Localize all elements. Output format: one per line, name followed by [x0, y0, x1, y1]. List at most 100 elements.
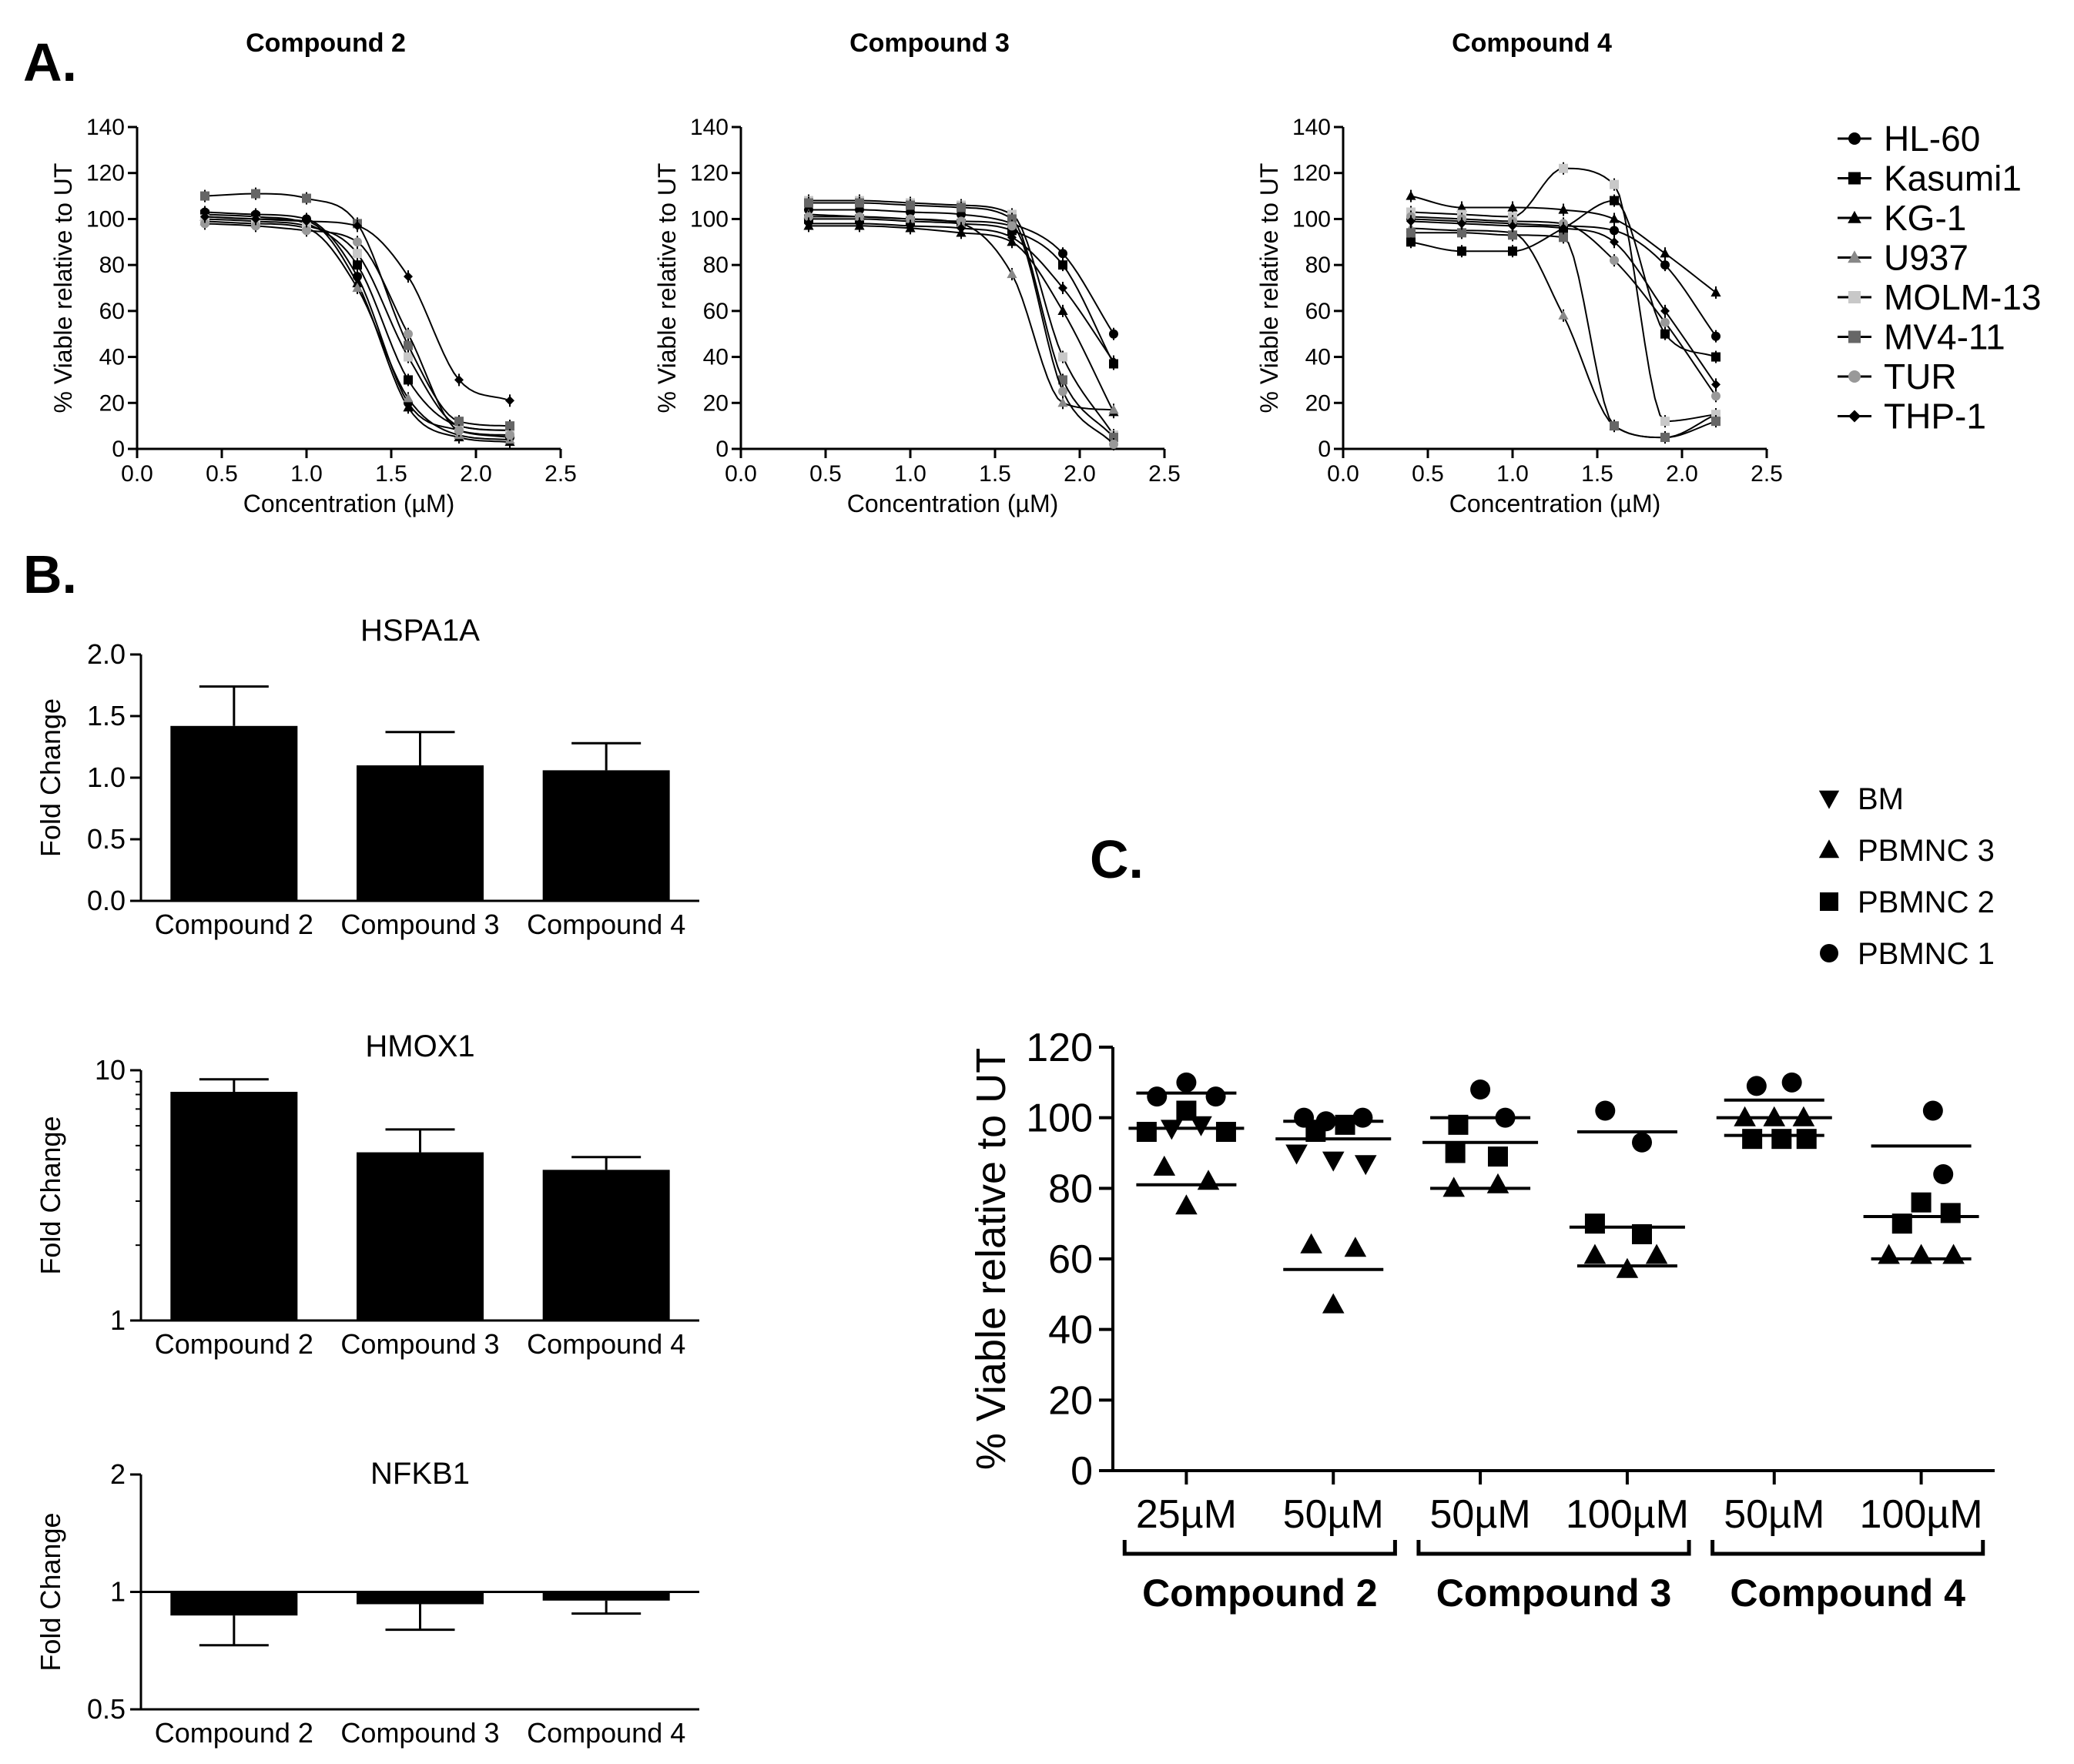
data-point-PBMNC-2 — [1796, 1129, 1817, 1150]
data-point — [1109, 433, 1118, 443]
data-point — [505, 430, 514, 440]
y-axis-label: Fold Change — [35, 1512, 66, 1671]
x-tick-label: 100µM — [1566, 1492, 1689, 1537]
data-point — [1007, 214, 1017, 224]
data-point-PBMNC-2 — [1136, 1122, 1157, 1142]
y-tick-label: 1.5 — [87, 700, 126, 731]
data-point — [855, 219, 864, 229]
data-point — [1660, 433, 1670, 443]
y-tick-label: 100 — [1292, 206, 1331, 232]
data-point — [1558, 204, 1569, 214]
y-tick-label: 0.5 — [87, 823, 126, 855]
data-point — [302, 216, 311, 226]
data-point — [1609, 213, 1620, 223]
y-tick-label: 40 — [1305, 345, 1331, 370]
data-point-PBMNC-2 — [1584, 1213, 1605, 1234]
data-point — [404, 375, 413, 385]
data-point — [1660, 317, 1670, 327]
y-tick-label: 1.0 — [87, 761, 126, 793]
data-point-PBMNC-2 — [1305, 1122, 1326, 1142]
data-point — [1660, 306, 1670, 316]
y-tick-label: 60 — [703, 299, 729, 324]
data-point-PBMNC-3 — [1942, 1244, 1965, 1264]
x-tick-label: Compound 4 — [527, 909, 685, 940]
x-tick-label: 0.5 — [1412, 461, 1444, 487]
legend-marker-MV4-11 — [1848, 330, 1861, 343]
bar-Compound 3 — [357, 1592, 484, 1605]
group-label: Compound 4 — [1730, 1572, 1965, 1615]
y-tick-label: 80 — [1048, 1167, 1093, 1211]
data-point-PBMNC-2 — [1335, 1114, 1355, 1135]
legend-label: U937 — [1884, 238, 1968, 278]
legend-marker-MOLM-13 — [1848, 291, 1861, 303]
y-tick-label: 0 — [1318, 437, 1331, 462]
legend-marker-BM — [1818, 790, 1840, 809]
y-axis-label: % Viable relative to UT — [653, 163, 681, 413]
data-point — [353, 221, 362, 231]
chart-title: HSPA1A — [360, 614, 480, 648]
scatter-chart-c: 0 20 40 60 80 100 120 % Viable relative to UT 25… — [968, 782, 1995, 1615]
y-tick-label: 140 — [1292, 115, 1331, 140]
legend-label: PBMNC 3 — [1858, 834, 1995, 868]
data-point-PBMNC-1 — [1781, 1072, 1802, 1093]
data-point — [505, 421, 514, 431]
legend-label: TUR — [1884, 356, 1957, 397]
y-tick-label: 60 — [1048, 1237, 1093, 1282]
data-point — [1558, 310, 1569, 320]
x-tick-label: 0.5 — [206, 461, 238, 487]
x-axis-label: Concentration (µM) — [1449, 490, 1661, 517]
legend-label: KG-1 — [1884, 198, 1966, 238]
data-point — [1058, 352, 1067, 362]
x-tick-label: 2.5 — [1148, 461, 1181, 487]
y-tick-label: 140 — [86, 115, 125, 140]
group-bracket — [1416, 1540, 1691, 1556]
y-tick-label: 80 — [99, 253, 125, 278]
x-tick-label: 1.5 — [375, 461, 407, 487]
data-point — [1711, 380, 1721, 390]
x-tick-label: 2.5 — [1751, 461, 1783, 487]
series-line-THP-1 — [809, 223, 1114, 363]
series-line-Kasumi1 — [809, 218, 1114, 364]
x-tick-label: 0.0 — [121, 461, 153, 487]
series-line-TUR — [809, 216, 1114, 445]
y-tick-label: 1 — [110, 1576, 126, 1608]
data-point — [1711, 352, 1721, 362]
legend-marker-KG-1 — [1848, 210, 1861, 223]
series-line-TUR — [1410, 216, 1717, 397]
legend-label: MV4-11 — [1884, 317, 2005, 357]
data-point — [1109, 440, 1118, 450]
data-point — [906, 221, 915, 231]
data-point — [1007, 221, 1017, 231]
y-tick-label: 0.5 — [87, 1693, 126, 1725]
y-tick-label: 2 — [110, 1458, 126, 1490]
x-tick-label: 50µM — [1430, 1492, 1531, 1537]
y-tick-label: 0 — [715, 437, 729, 462]
x-tick-label: 1.5 — [1581, 461, 1613, 487]
y-tick-label: 140 — [690, 115, 729, 140]
data-point — [1660, 260, 1670, 270]
x-tick-label: 2.0 — [1666, 461, 1698, 487]
data-point — [1109, 329, 1118, 339]
data-point — [1610, 256, 1619, 266]
series-line-KG-1 — [809, 225, 1114, 413]
data-point — [1457, 228, 1466, 238]
data-point — [1610, 237, 1619, 247]
data-point-PBMNC-2 — [1632, 1223, 1652, 1244]
data-point-PBMNC-2 — [1215, 1122, 1236, 1142]
x-tick-label: 1.0 — [290, 461, 323, 487]
bar-Compound 3 — [357, 765, 484, 901]
x-tick-label: 1.0 — [1496, 461, 1529, 487]
series-line-MV4-11 — [1411, 232, 1717, 439]
data-point-PBMNC-1 — [1746, 1076, 1767, 1096]
chart-title: Compound 4 — [1452, 28, 1612, 58]
data-point-PBMNC-2 — [1487, 1146, 1508, 1167]
data-point — [1508, 221, 1517, 231]
data-point — [353, 237, 362, 247]
y-tick-label: 80 — [1305, 253, 1331, 278]
data-point — [1610, 196, 1619, 206]
data-point — [251, 221, 260, 231]
data-point-BM — [1190, 1116, 1212, 1136]
bar-Compound 2 — [170, 1092, 298, 1320]
x-tick-label: Compound 3 — [340, 1328, 499, 1360]
